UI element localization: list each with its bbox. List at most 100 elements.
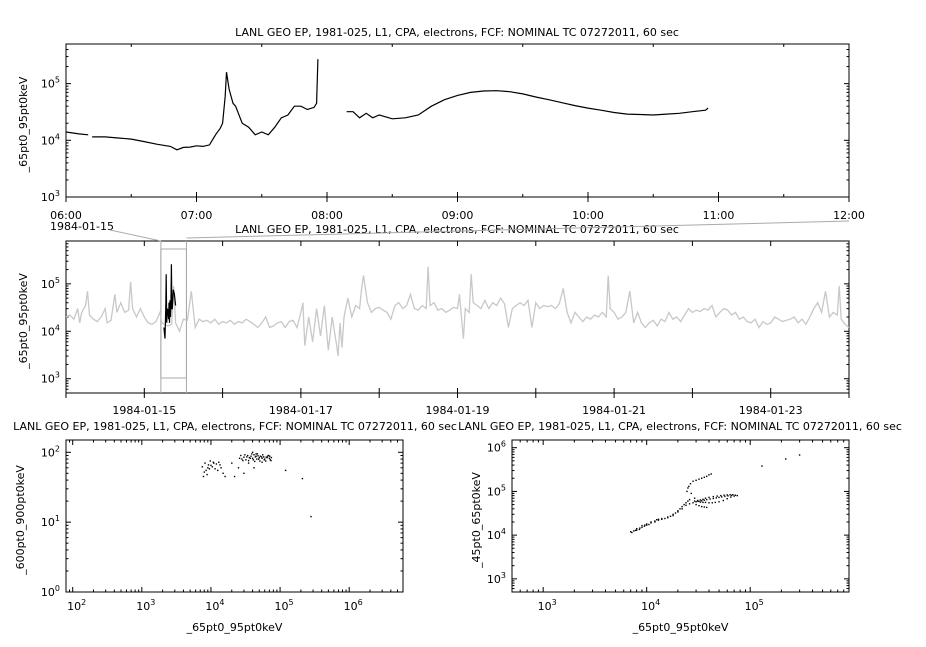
scatter-point (310, 515, 312, 518)
scatter-point (683, 503, 685, 506)
scatter-point (251, 451, 254, 453)
scatter-point (210, 464, 212, 467)
scatter-point (231, 462, 233, 464)
scatter-point (646, 524, 648, 526)
scatter-point (243, 472, 245, 474)
scatter-point (644, 524, 646, 526)
chart-panel-scatter-left: LANL GEO EP, 1981-025, L1, CPA, electron… (13, 420, 457, 634)
scatter-point (240, 454, 242, 457)
scatter-point (661, 518, 663, 520)
scatter-point (208, 468, 211, 470)
scatter-point (798, 454, 801, 456)
scatter-point (696, 499, 699, 502)
scatter-point (698, 505, 700, 507)
x-tick-label: 12:00 (833, 209, 865, 222)
scatter-point (689, 483, 692, 485)
scatter-point (643, 525, 646, 527)
scatter-point (254, 456, 257, 458)
y-tick-label: 102 (41, 444, 60, 459)
scatter-point (202, 475, 205, 478)
series-line (163, 264, 177, 339)
scatter-point (695, 503, 697, 506)
scatter-point (716, 495, 718, 497)
zoom-connector-left (109, 229, 161, 242)
scatter-point (650, 522, 652, 524)
scatter-point (657, 519, 660, 521)
scatter-point (264, 458, 266, 460)
scatter-point (233, 475, 236, 478)
scatter-point (253, 467, 255, 469)
scatter-point (685, 504, 687, 506)
scatter-point (720, 494, 722, 497)
y-tick-label: 103 (41, 371, 60, 386)
y-tick-label: 101 (41, 514, 60, 529)
y-tick-label: 103 (487, 571, 506, 586)
scatter-point (703, 506, 705, 508)
scatter-point (706, 506, 708, 509)
y-tick-label: 103 (41, 189, 60, 204)
scatter-point (669, 515, 672, 517)
x-axis-label: _65pt0_95pt0keV (632, 621, 729, 634)
x-tick-label: 11:00 (703, 209, 735, 222)
x-tick-label: 10:00 (572, 209, 604, 222)
x-tick-label: 103 (136, 598, 155, 613)
scatter-point (204, 462, 206, 464)
y-tick-label: 104 (487, 527, 506, 542)
scatter-point (693, 497, 696, 499)
scatter-point (711, 502, 713, 504)
scatter-point (209, 460, 211, 462)
y-tick-label: 104 (41, 323, 60, 338)
scatter-point (698, 500, 700, 503)
scatter-point (258, 458, 260, 460)
x-date-label: 1984-01-15 (50, 220, 114, 233)
scatter-point (695, 479, 697, 481)
scatter-point (701, 500, 703, 502)
scatter-point (703, 476, 705, 478)
scatter-point (260, 456, 263, 458)
y-axis-label: _45pt0_65pt0keV (470, 472, 483, 569)
scatter-point (251, 457, 254, 459)
scatter-point (222, 472, 224, 474)
scatter-point (733, 495, 735, 497)
scatter-point (726, 498, 728, 500)
scatter-point (727, 495, 729, 497)
scatter-point (207, 464, 210, 466)
scatter-point (692, 480, 694, 482)
scatter-point (709, 498, 711, 500)
x-tick-label: 07:00 (181, 209, 213, 222)
scatter-point (726, 494, 728, 496)
scatter-point (688, 485, 690, 488)
scatter-point (712, 495, 714, 498)
scatter-point (212, 461, 214, 463)
scatter-point (220, 467, 222, 469)
scatter-point (218, 461, 220, 463)
scatter-point (648, 523, 650, 526)
scatter-point (641, 526, 643, 529)
scatter-point (265, 460, 267, 462)
scatter-point (238, 457, 241, 459)
scatter-point (258, 456, 260, 459)
scatter-point (266, 456, 268, 459)
scatter-point (253, 454, 255, 456)
scatter-point (206, 473, 208, 476)
chart-title: LANL GEO EP, 1981-025, L1, CPA, electron… (13, 420, 457, 433)
scatter-point (203, 471, 205, 473)
scatter-point (708, 502, 710, 504)
scatter-point (636, 528, 638, 530)
scatter-point (730, 496, 732, 498)
chart-panel-scatter-right: LANL GEO EP, 1981-025, L1, CPA, electron… (458, 420, 902, 634)
x-tick-label: 08:00 (311, 209, 343, 222)
scatter-point (251, 453, 253, 455)
scatter-point (708, 496, 710, 499)
y-tick-label: 106 (487, 440, 506, 455)
scatter-point (214, 468, 216, 470)
scatter-point (712, 497, 714, 500)
x-tick-label: 102 (67, 598, 86, 613)
scatter-point (685, 502, 687, 504)
chart-panel-overview: LANL GEO EP, 1981-025, L1, CPA, electron… (17, 223, 850, 417)
x-tick-label: 1984-01-23 (739, 404, 803, 417)
scatter-point (734, 494, 737, 496)
chart-panel-top: LANL GEO EP, 1981-025, L1, CPA, electron… (17, 26, 865, 233)
scatter-point (248, 456, 251, 459)
x-tick-label: 1984-01-21 (582, 404, 646, 417)
